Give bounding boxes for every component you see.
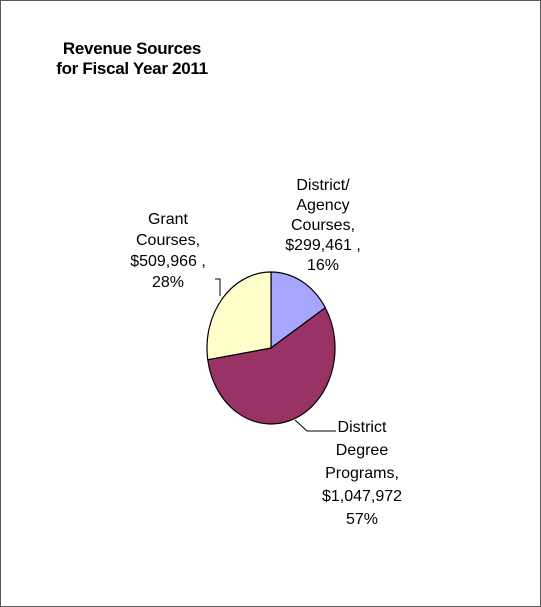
- data-label-2-line-3: Programs,: [325, 465, 399, 482]
- data-label-2-line-5: 57%: [346, 511, 378, 528]
- data-label-2-line-4: $1,047,972: [322, 488, 402, 505]
- pie-slice-3: [206, 271, 272, 361]
- data-label-2-line-1: District: [338, 419, 387, 436]
- data-label-1-line-5: 16%: [307, 257, 339, 274]
- data-label-2: District Degree Programs, $1,047,972 57%: [322, 419, 402, 528]
- data-label-2-line-2: Degree: [336, 442, 389, 459]
- leader-line-3: [215, 278, 221, 296]
- chart-title-line-2: for Fiscal Year 2011: [56, 59, 208, 78]
- data-label-1-line-4: $299,461 ,: [285, 237, 361, 254]
- data-label-3-line-4: 28%: [152, 274, 184, 291]
- data-label-3-line-3: $509,966 ,: [130, 253, 206, 270]
- data-label-1-line-3: Courses,: [291, 217, 355, 234]
- data-label-3-line-2: Courses,: [136, 232, 200, 249]
- leader-lines: [215, 278, 336, 432]
- data-labels: District/Agency Courses, $299,461 , 16%Dist…: [130, 177, 402, 528]
- chart-title: Revenue Sources for Fiscal Year 2011: [27, 39, 237, 79]
- pie-slice-1: [270, 271, 326, 349]
- data-label-1-line-1: District/: [296, 177, 350, 194]
- data-label-1: District/Agency Courses, $299,461 , 16%: [285, 177, 361, 274]
- data-label-3-line-1: Grant: [148, 211, 189, 228]
- data-label-1-line-2: Agency: [296, 197, 349, 214]
- chart-title-line-1: Revenue Sources: [62, 39, 202, 58]
- pie-slices: [206, 271, 336, 425]
- data-label-3: Grant Courses, $509,966 , 28%: [130, 211, 206, 291]
- pie-slice-2: [207, 307, 336, 425]
- leader-line-2: [294, 419, 336, 432]
